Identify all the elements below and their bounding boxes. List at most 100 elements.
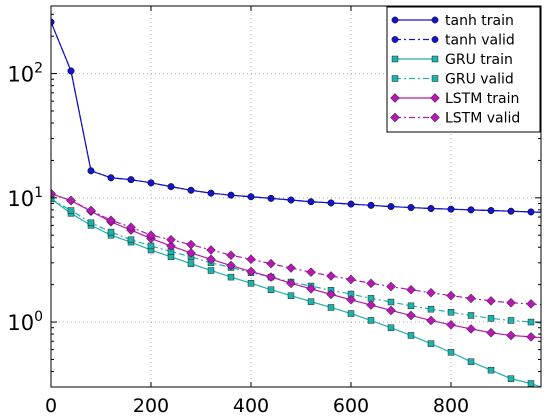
data-point-tanh-valid xyxy=(167,183,175,191)
data-point-gru-train xyxy=(187,260,195,267)
x-tick-label: 200 xyxy=(133,395,169,417)
data-point-lstm-valid xyxy=(246,254,256,265)
data-point-lstm-valid xyxy=(466,293,476,304)
legend-marker xyxy=(431,55,439,63)
data-point-lstm-train xyxy=(366,300,376,310)
series-gru-valid xyxy=(51,195,541,326)
ticks: 0 200 400 600 800 100 101 102 xyxy=(7,6,541,417)
data-point-lstm-valid xyxy=(526,299,536,309)
legend-marker xyxy=(430,93,440,103)
data-point-gru-train xyxy=(527,380,535,387)
data-point-lstm-train xyxy=(246,266,256,277)
series-layer xyxy=(51,18,541,387)
data-point-gru-valid xyxy=(387,298,395,306)
data-point-lstm-train xyxy=(266,272,276,282)
data-point-lstm-valid xyxy=(326,271,336,281)
data-point-lstm-train xyxy=(306,284,316,294)
y-tick-label: 102 xyxy=(7,61,43,87)
legend-label: LSTM valid xyxy=(445,111,520,127)
data-point-lstm-valid xyxy=(86,205,96,216)
data-point-tanh-valid xyxy=(187,186,195,194)
data-point-lstm-valid xyxy=(226,250,236,261)
data-point-lstm-valid xyxy=(146,230,156,240)
legend-entry-lstm-train: LSTM train xyxy=(390,91,519,107)
data-point-gru-valid xyxy=(427,305,435,313)
data-point-gru-train xyxy=(227,273,235,281)
data-point-gru-train xyxy=(307,298,315,305)
data-point-gru-valid xyxy=(407,302,415,310)
series-line-lstm-train xyxy=(51,193,541,339)
data-point-lstm-train xyxy=(346,295,356,305)
legend-marker xyxy=(391,75,399,82)
legend-entry-gru-train: GRU train xyxy=(391,52,513,68)
data-point-lstm-train xyxy=(286,278,296,289)
data-point-lstm-train xyxy=(466,324,476,334)
data-point-gru-valid xyxy=(467,312,475,319)
legend-label: GRU train xyxy=(445,52,513,68)
data-point-gru-train xyxy=(207,267,215,274)
data-point-gru-valid xyxy=(507,317,515,324)
data-point-lstm-train xyxy=(426,315,436,326)
x-tick-label: 800 xyxy=(433,395,469,417)
legend: tanh train tanh valid GRU train GRU valid LS… xyxy=(386,6,541,133)
data-point-lstm-valid xyxy=(51,188,56,199)
data-point-lstm-valid xyxy=(166,234,176,245)
data-point-tanh-valid xyxy=(487,207,495,214)
data-point-lstm-valid xyxy=(486,296,496,306)
legend-label: tanh train xyxy=(445,13,514,29)
data-point-tanh-valid xyxy=(327,199,335,207)
data-point-lstm-train xyxy=(526,332,536,342)
data-point-tanh-valid xyxy=(367,201,375,209)
legend-marker xyxy=(431,75,439,82)
data-point-lstm-train xyxy=(206,254,216,265)
legend-marker xyxy=(431,16,439,24)
data-point-tanh-valid xyxy=(107,174,115,182)
legend-marker xyxy=(391,16,399,24)
data-point-tanh-valid xyxy=(387,203,395,210)
data-point-tanh-valid xyxy=(507,207,515,215)
data-point-lstm-valid xyxy=(66,195,76,206)
legend-marker xyxy=(391,55,399,63)
data-point-gru-train xyxy=(367,317,375,324)
data-point-gru-train xyxy=(167,253,175,261)
data-point-tanh-valid xyxy=(427,205,435,212)
data-point-tanh-valid xyxy=(87,167,95,175)
x-tick-label: 400 xyxy=(233,395,269,417)
data-point-lstm-valid xyxy=(206,245,216,255)
data-point-gru-valid xyxy=(51,195,55,203)
legend-entry-tanh-valid: tanh valid xyxy=(391,33,515,49)
data-point-lstm-valid xyxy=(426,288,436,298)
data-point-lstm-valid xyxy=(446,290,456,301)
series-line-gru-valid xyxy=(51,198,541,324)
data-point-lstm-train xyxy=(486,327,496,338)
legend-entry-tanh-train: tanh train xyxy=(391,13,514,29)
legend-label: GRU valid xyxy=(445,72,514,88)
y-tick-label: 100 xyxy=(7,309,43,335)
data-point-gru-valid xyxy=(487,315,495,322)
data-point-tanh-valid xyxy=(227,191,235,199)
series-lstm-train xyxy=(51,188,541,342)
data-point-lstm-valid xyxy=(186,239,196,250)
data-point-gru-train xyxy=(447,349,455,356)
data-point-lstm-valid xyxy=(406,284,416,295)
data-point-lstm-train xyxy=(506,330,516,341)
data-point-gru-train xyxy=(267,286,275,293)
data-point-lstm-valid xyxy=(366,278,376,289)
legend-entry-gru-valid: GRU valid xyxy=(391,72,514,88)
legend-label: LSTM train xyxy=(445,91,519,107)
data-point-gru-train xyxy=(247,280,255,287)
data-point-lstm-valid xyxy=(306,267,316,277)
data-point-lstm-valid xyxy=(106,215,116,226)
data-point-tanh-valid xyxy=(407,204,415,211)
legend-entry-lstm-valid: LSTM valid xyxy=(390,111,520,127)
legend-marker xyxy=(431,36,439,43)
data-point-lstm-valid xyxy=(506,297,516,308)
data-point-lstm-train xyxy=(326,289,336,300)
data-point-lstm-valid xyxy=(386,281,396,292)
data-point-lstm-train xyxy=(186,248,196,258)
data-point-lstm-valid xyxy=(266,258,276,269)
data-point-gru-train xyxy=(427,340,435,347)
data-point-lstm-valid xyxy=(126,222,136,232)
data-point-gru-valid xyxy=(107,228,115,236)
